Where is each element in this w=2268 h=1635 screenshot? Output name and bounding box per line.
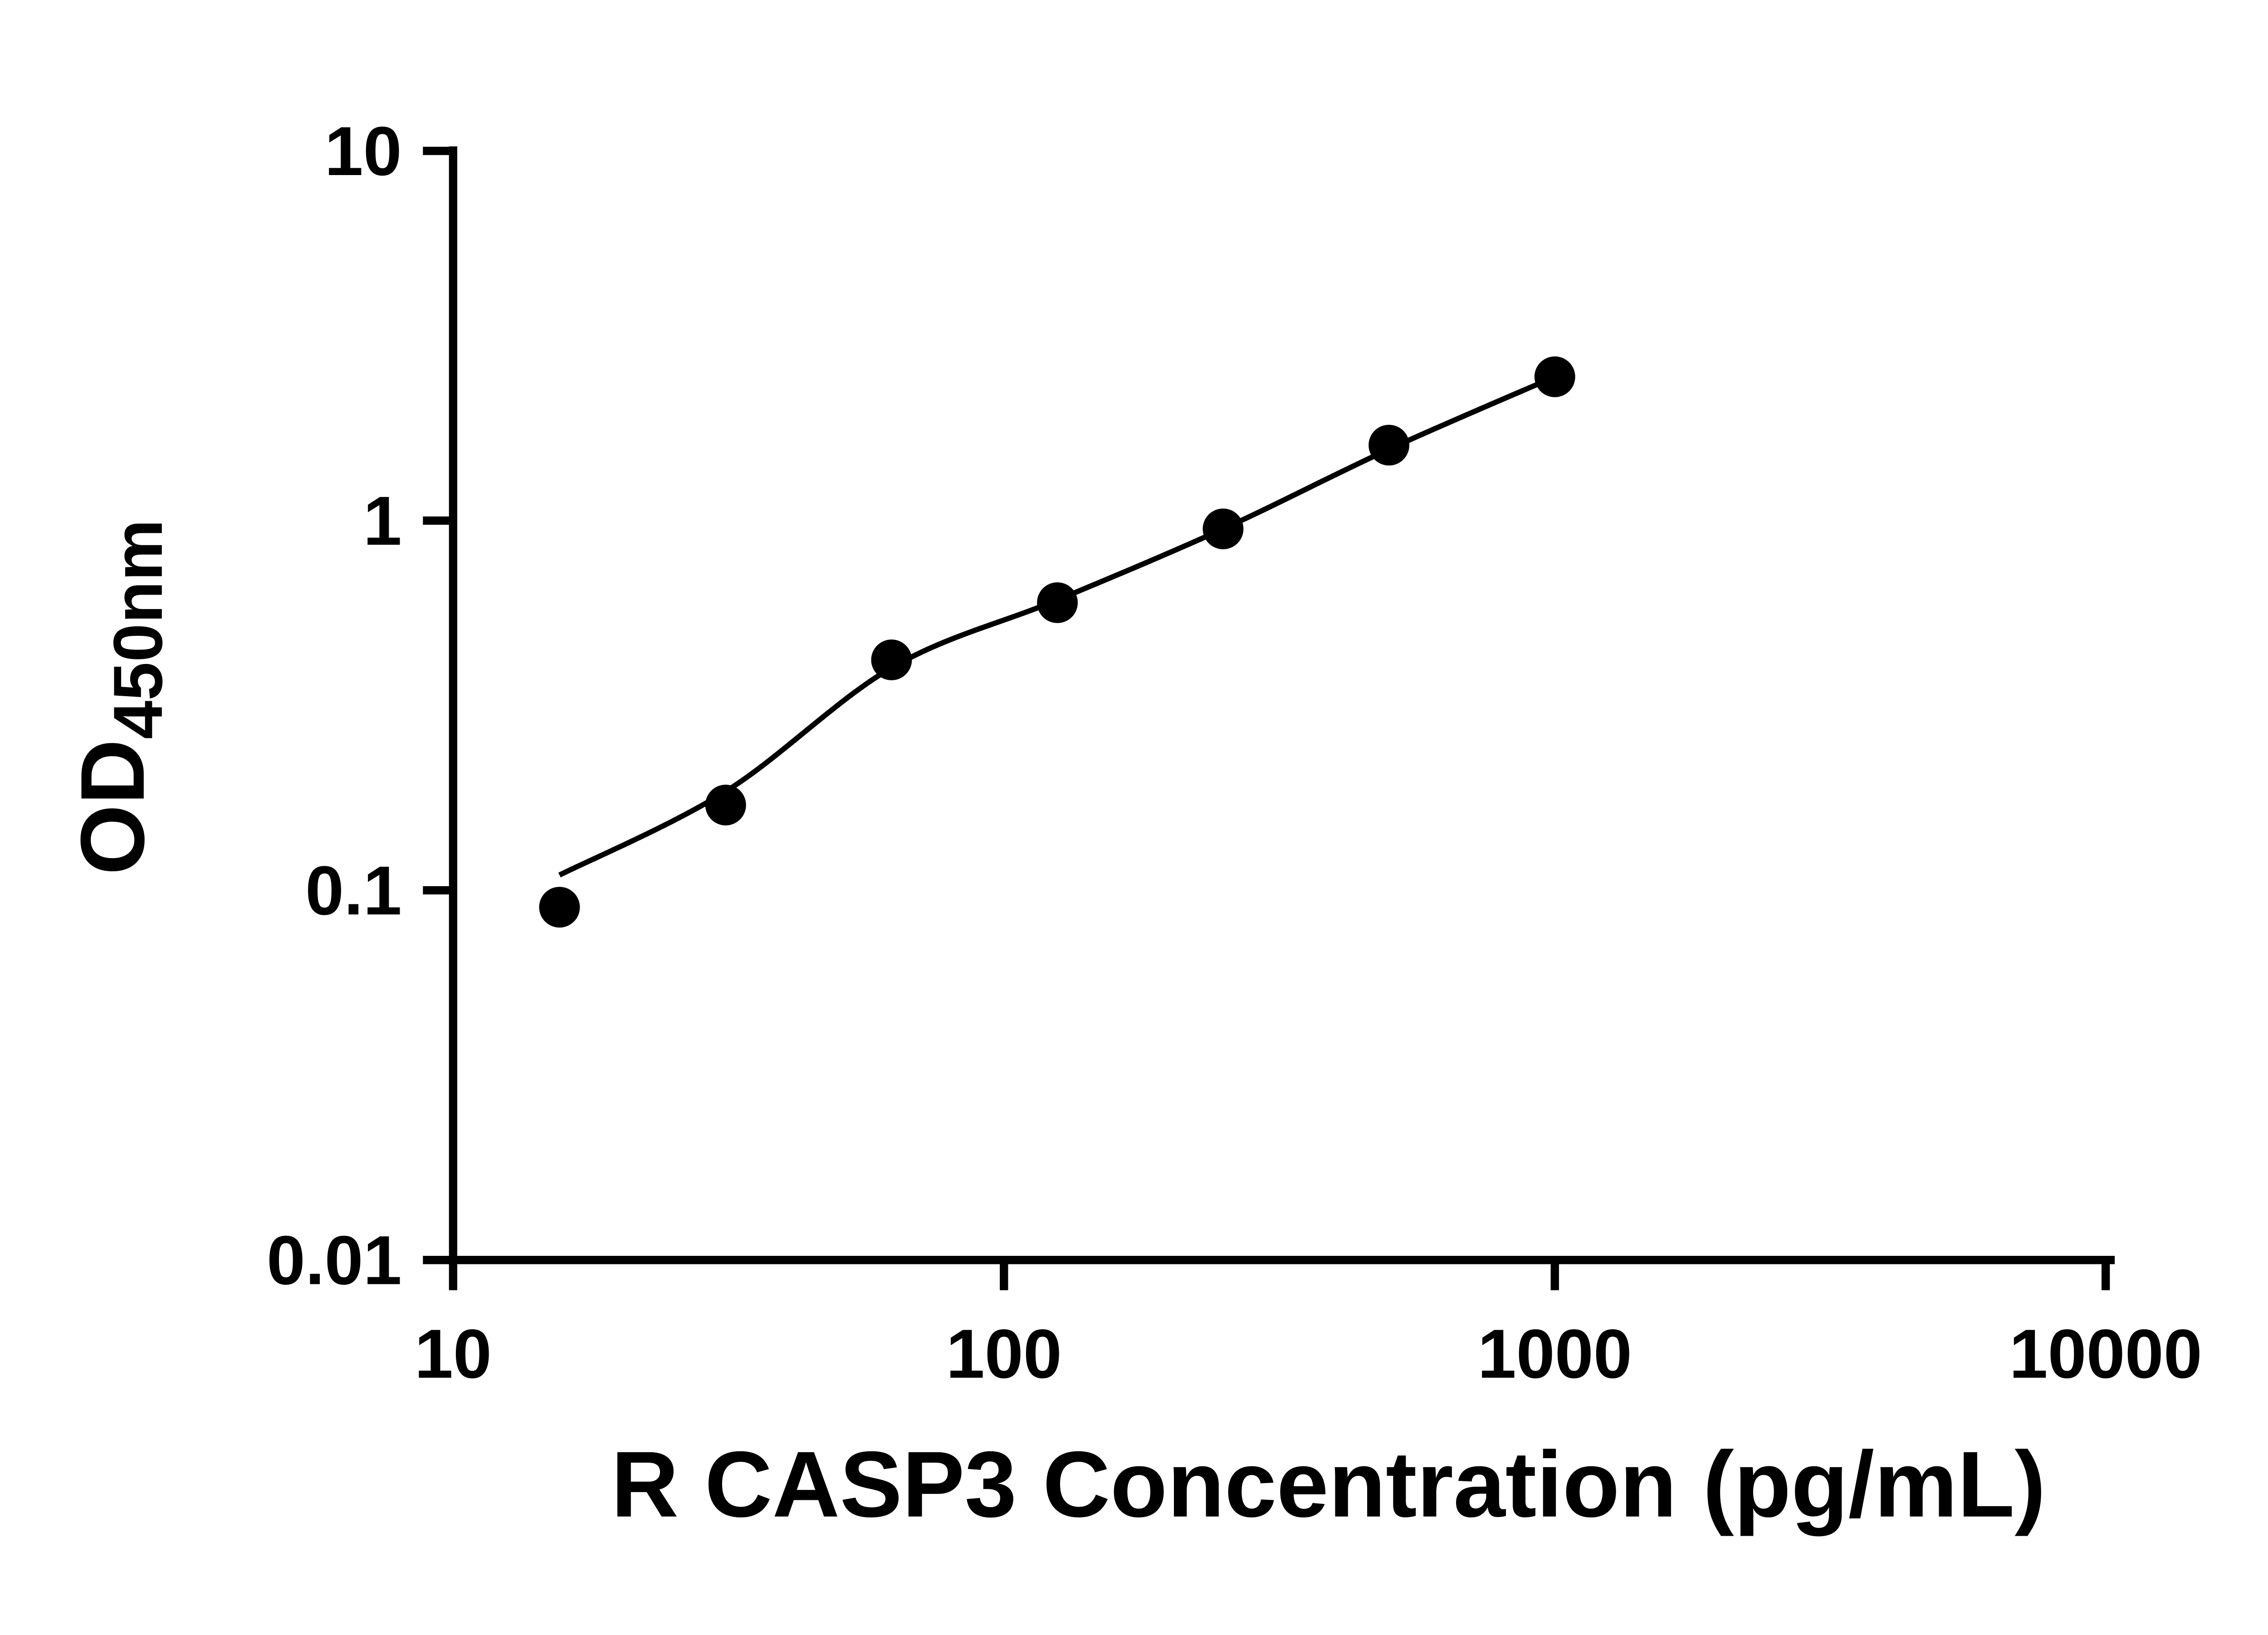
- y-axis-title-subscript: 450nm: [99, 519, 177, 739]
- y-tick-label: 10: [325, 112, 402, 190]
- y-tick-label: 0.01: [267, 1221, 402, 1299]
- x-axis-ticks: 10 100 1000 10000: [415, 1260, 2202, 1393]
- data-point: [1534, 356, 1575, 397]
- y-axis-ticks: 0.01 0.1 1 10: [267, 112, 453, 1299]
- y-tick-label: 1: [363, 482, 402, 560]
- data-point: [1037, 582, 1078, 623]
- data-point: [539, 887, 580, 928]
- data-point: [705, 785, 746, 825]
- x-tick-label: 10000: [2009, 1315, 2202, 1393]
- x-tick-label: 10: [415, 1315, 492, 1393]
- data-point: [871, 639, 912, 680]
- axis-lines: [449, 146, 2115, 1264]
- data-point: [1202, 508, 1244, 550]
- axes: [449, 146, 2115, 1264]
- data-point: [1369, 425, 1410, 466]
- y-axis-title: OD450nm: [62, 519, 177, 875]
- y-tick-label: 0.1: [305, 852, 402, 929]
- x-tick-label: 100: [946, 1315, 1062, 1393]
- x-axis-title: R CASP3 Concentration (pg/mL): [611, 1432, 2046, 1537]
- y-axis-title-main: OD: [62, 739, 163, 875]
- x-tick-label: 1000: [1478, 1315, 1632, 1393]
- data-series: [539, 356, 1575, 928]
